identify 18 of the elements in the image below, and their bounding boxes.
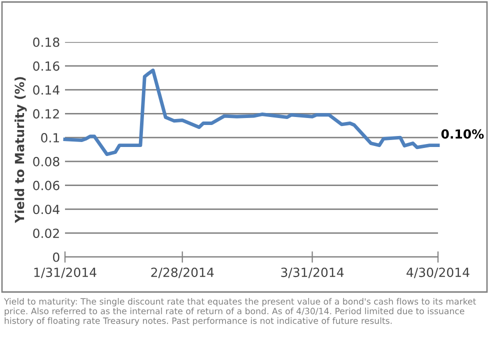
y-tick-label: 0.14	[33, 85, 60, 95]
text: Yield to maturity: The single discount rate that equates the present value of a bond's cash flows to its market price. Also referred to as the internal rate of return of a bond. As of 4/30/14. Period limited due to issuance history of floating rate Treasury notes. Past performance is not indicative of future results.	[4, 298, 476, 326]
y-tick-label: 0.12	[33, 109, 59, 119]
y-tick-label: 0.08	[33, 156, 60, 166]
x-tick-label: 2/28/2014	[151, 268, 214, 278]
y-tick-label: 0.1	[41, 133, 59, 142]
y-tick-label: 0.02	[33, 228, 59, 238]
annotation: 0.10%	[441, 129, 484, 139]
y-tick-label: 0.18	[33, 37, 60, 47]
y-tick-label: 0.16	[33, 61, 60, 71]
x-tick-label: 1/31/2014	[34, 268, 96, 278]
y-tick-label: 0.04	[33, 204, 60, 214]
x-tick-label: 3/31/2014	[281, 268, 344, 278]
y-tick-label: 0.06	[33, 180, 60, 190]
y-axis-title: Yield to Maturity (%)	[14, 77, 27, 224]
line-series	[63, 68, 440, 156]
x-tick-label: 4/30/2014	[406, 268, 470, 278]
y-tick-label: 0	[53, 252, 60, 262]
